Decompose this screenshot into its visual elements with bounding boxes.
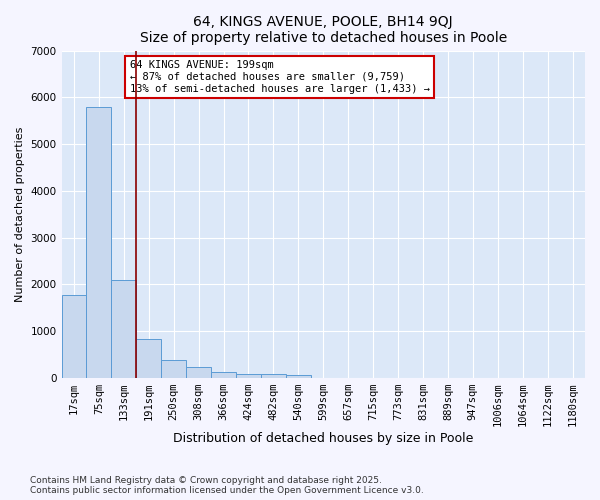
Bar xyxy=(211,372,236,378)
Bar xyxy=(86,106,112,378)
Bar xyxy=(112,280,136,378)
Bar xyxy=(136,339,161,378)
Bar xyxy=(236,374,261,378)
Bar xyxy=(286,376,311,378)
Bar xyxy=(186,367,211,378)
Bar xyxy=(261,374,286,378)
Y-axis label: Number of detached properties: Number of detached properties xyxy=(15,126,25,302)
Text: Contains HM Land Registry data © Crown copyright and database right 2025.
Contai: Contains HM Land Registry data © Crown c… xyxy=(30,476,424,495)
Bar xyxy=(62,294,86,378)
Text: 64 KINGS AVENUE: 199sqm
← 87% of detached houses are smaller (9,759)
13% of semi: 64 KINGS AVENUE: 199sqm ← 87% of detache… xyxy=(130,60,430,94)
Title: 64, KINGS AVENUE, POOLE, BH14 9QJ
Size of property relative to detached houses i: 64, KINGS AVENUE, POOLE, BH14 9QJ Size o… xyxy=(140,15,507,45)
Bar xyxy=(161,360,186,378)
X-axis label: Distribution of detached houses by size in Poole: Distribution of detached houses by size … xyxy=(173,432,473,445)
